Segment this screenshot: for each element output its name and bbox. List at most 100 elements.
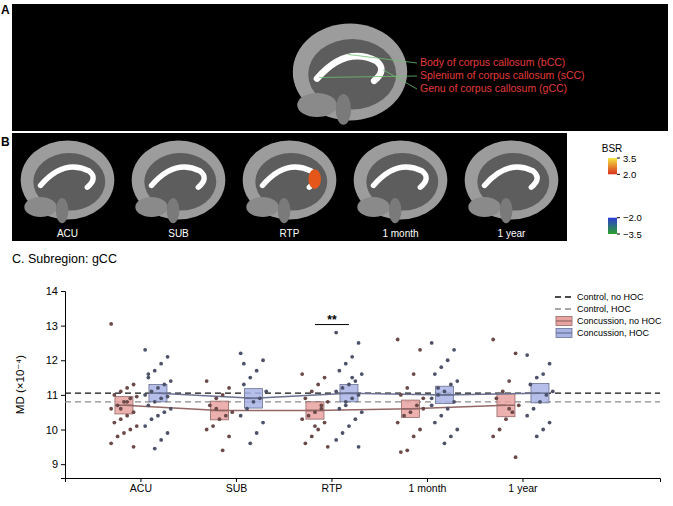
data-point bbox=[446, 407, 450, 411]
brainstem bbox=[278, 198, 291, 223]
cerebellum bbox=[24, 197, 56, 217]
data-point bbox=[310, 390, 314, 394]
data-point bbox=[162, 410, 166, 414]
data-point bbox=[319, 407, 323, 411]
data-point bbox=[146, 376, 150, 380]
data-point bbox=[109, 322, 113, 326]
data-point bbox=[150, 390, 154, 394]
legend-label: Control, HOC bbox=[577, 304, 632, 314]
data-point bbox=[535, 435, 539, 439]
data-point bbox=[132, 383, 136, 387]
colorbar-tick bbox=[617, 174, 620, 175]
data-point bbox=[501, 390, 505, 394]
data-point bbox=[525, 353, 529, 357]
data-point bbox=[412, 372, 416, 376]
x-tick-mark bbox=[522, 478, 523, 482]
panel-c: C. Subregion: gCC91011121314ACUSUBRTP1 m… bbox=[12, 252, 662, 494]
data-point bbox=[409, 410, 413, 414]
data-point bbox=[119, 390, 123, 394]
brainstem bbox=[336, 94, 351, 125]
data-point bbox=[125, 414, 129, 418]
plot-area bbox=[65, 322, 660, 459]
data-point bbox=[112, 393, 116, 397]
series-points bbox=[143, 331, 554, 451]
brain-slice bbox=[132, 140, 226, 223]
data-point bbox=[135, 395, 139, 399]
data-point bbox=[498, 428, 502, 432]
x-tick: SUB bbox=[226, 478, 248, 494]
data-point bbox=[418, 428, 422, 432]
data-point bbox=[258, 396, 262, 400]
data-point bbox=[412, 435, 416, 439]
data-point bbox=[135, 424, 139, 428]
data-point bbox=[525, 414, 529, 418]
data-point bbox=[415, 403, 419, 407]
data-point bbox=[443, 390, 447, 394]
data-point bbox=[300, 417, 304, 421]
significance-label: ** bbox=[327, 313, 337, 327]
leader-line bbox=[348, 54, 417, 63]
colorbar-negative bbox=[608, 218, 617, 234]
brain-slice bbox=[354, 140, 448, 223]
x-axis: ACUSUBRTP1 month1 year bbox=[66, 478, 661, 494]
data-point bbox=[449, 435, 453, 439]
data-point bbox=[230, 410, 234, 414]
data-point bbox=[255, 369, 259, 373]
y-tick-label: 12 bbox=[46, 354, 58, 366]
data-point bbox=[125, 386, 129, 390]
panel-letter: A bbox=[1, 3, 10, 17]
data-point bbox=[109, 407, 113, 411]
data-point bbox=[357, 341, 361, 345]
data-point bbox=[396, 338, 400, 342]
data-point bbox=[323, 421, 327, 425]
data-point bbox=[153, 400, 157, 404]
brainstem bbox=[56, 198, 69, 223]
x-tick-mark bbox=[427, 478, 428, 482]
brainstem bbox=[500, 198, 513, 223]
data-point bbox=[143, 424, 147, 428]
data-point bbox=[112, 421, 116, 425]
data-point bbox=[341, 431, 345, 435]
data-point bbox=[132, 410, 136, 414]
data-point bbox=[396, 421, 400, 425]
data-point bbox=[357, 393, 361, 397]
region-label: Splenium of corpus callosum (sCC) bbox=[420, 69, 585, 81]
data-point bbox=[159, 438, 163, 442]
data-point bbox=[319, 403, 323, 407]
data-point bbox=[261, 358, 265, 362]
legend-label: Concussion, no HOC bbox=[577, 316, 662, 326]
x-tick-label: 1 month bbox=[408, 482, 446, 494]
data-point bbox=[159, 362, 163, 366]
data-point bbox=[205, 379, 209, 383]
panel-background bbox=[12, 133, 567, 241]
data-point bbox=[334, 331, 338, 335]
data-point bbox=[264, 390, 268, 394]
region-label: Genu of corpus callosum (gCC) bbox=[420, 82, 567, 94]
data-point bbox=[514, 455, 518, 459]
data-point bbox=[239, 351, 243, 355]
data-point bbox=[510, 410, 514, 414]
colorbar-tick bbox=[617, 234, 620, 235]
data-point bbox=[421, 396, 425, 400]
series-points bbox=[109, 322, 520, 459]
colorbar-tick-label: −3.5 bbox=[623, 229, 642, 240]
y-tick-mark bbox=[61, 360, 65, 361]
y-tick: 11 bbox=[47, 389, 65, 401]
corpus-callosum bbox=[374, 167, 427, 187]
leader-line bbox=[383, 70, 417, 89]
data-point bbox=[541, 372, 545, 376]
timepoint-label: SUB bbox=[168, 228, 189, 239]
data-point bbox=[252, 400, 256, 404]
y-tick: 9 bbox=[52, 458, 65, 470]
data-point bbox=[119, 417, 123, 421]
significant-cluster bbox=[308, 169, 321, 189]
data-point bbox=[156, 386, 160, 390]
data-point bbox=[350, 376, 354, 380]
cerebellum bbox=[468, 197, 500, 217]
data-point bbox=[337, 369, 341, 373]
data-point bbox=[439, 414, 443, 418]
data-point bbox=[341, 386, 345, 390]
colorbar-tick-label: 3.5 bbox=[623, 153, 636, 164]
data-point bbox=[452, 400, 456, 404]
data-point bbox=[433, 421, 437, 425]
